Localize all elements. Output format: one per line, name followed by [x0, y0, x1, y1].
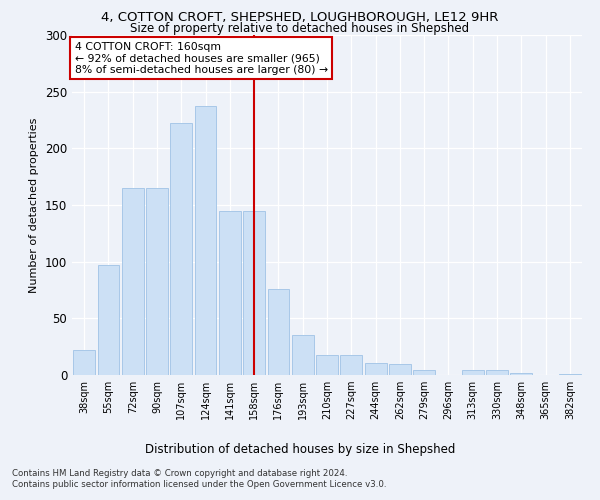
Bar — [486, 370, 508, 375]
Text: 4 COTTON CROFT: 160sqm
← 92% of detached houses are smaller (965)
8% of semi-det: 4 COTTON CROFT: 160sqm ← 92% of detached… — [74, 42, 328, 75]
Bar — [365, 362, 386, 375]
Bar — [243, 210, 265, 375]
Bar — [146, 188, 168, 375]
Bar — [122, 188, 143, 375]
Bar — [292, 336, 314, 375]
Y-axis label: Number of detached properties: Number of detached properties — [29, 118, 40, 292]
Bar — [413, 370, 435, 375]
Text: Contains public sector information licensed under the Open Government Licence v3: Contains public sector information licen… — [12, 480, 386, 489]
Bar — [389, 364, 411, 375]
Text: Size of property relative to detached houses in Shepshed: Size of property relative to detached ho… — [130, 22, 470, 35]
Bar — [73, 350, 95, 375]
Bar — [97, 265, 119, 375]
Bar — [559, 374, 581, 375]
Text: Contains HM Land Registry data © Crown copyright and database right 2024.: Contains HM Land Registry data © Crown c… — [12, 468, 347, 477]
Bar — [170, 124, 192, 375]
Bar — [219, 210, 241, 375]
Bar — [340, 354, 362, 375]
Bar — [194, 106, 217, 375]
Text: 4, COTTON CROFT, SHEPSHED, LOUGHBOROUGH, LE12 9HR: 4, COTTON CROFT, SHEPSHED, LOUGHBOROUGH,… — [101, 11, 499, 24]
Bar — [316, 354, 338, 375]
Bar — [462, 370, 484, 375]
Bar — [268, 289, 289, 375]
Bar — [511, 372, 532, 375]
Text: Distribution of detached houses by size in Shepshed: Distribution of detached houses by size … — [145, 442, 455, 456]
